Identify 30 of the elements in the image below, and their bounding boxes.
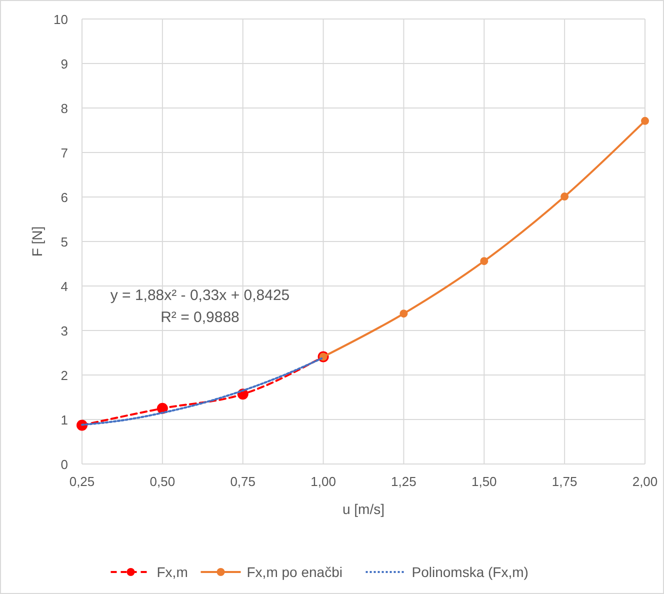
y-tick-label: 6 [60, 190, 68, 205]
x-tick-label: 1,50 [471, 474, 497, 489]
x-tick-label: 1,25 [391, 474, 416, 489]
y-tick-label: 0 [60, 457, 68, 472]
x-tick-label: 2,00 [632, 474, 658, 489]
y-tick-label: 9 [60, 56, 68, 72]
y-axis-title: F [N] [29, 226, 45, 257]
y-tick-label: 3 [60, 324, 68, 338]
y-tick-label: 8 [60, 101, 68, 116]
y-tick-label: 5 [60, 234, 68, 250]
point [480, 257, 488, 266]
y-tick-label: 2 [60, 368, 68, 383]
x-tick-label: 1,00 [310, 474, 336, 489]
legend-label: Fx,m [156, 564, 188, 580]
x-tick-label: 0,25 [69, 474, 95, 489]
legend-label: Fx,m po enačbi [246, 564, 342, 580]
annotation: y = 1,88x² - 0,33x + 0,8425 [110, 287, 290, 304]
y-tick-label: 7 [60, 146, 68, 160]
point [560, 192, 569, 201]
y-tick-label: 1 [60, 412, 68, 428]
y-tick-label: 4 [60, 279, 68, 294]
y-tick-label: 10 [54, 12, 68, 27]
legend-label: Polinomska (Fx,m) [412, 564, 528, 580]
x-tick-label: 1,75 [552, 474, 578, 489]
point [400, 310, 408, 318]
x-axis-title: u [m/s] [342, 501, 385, 517]
x-tick-label: 0,50 [150, 474, 176, 489]
point [641, 116, 649, 125]
x-tick-label: 0,75 [230, 474, 256, 489]
annotation: R² = 0,9888 [160, 309, 240, 326]
